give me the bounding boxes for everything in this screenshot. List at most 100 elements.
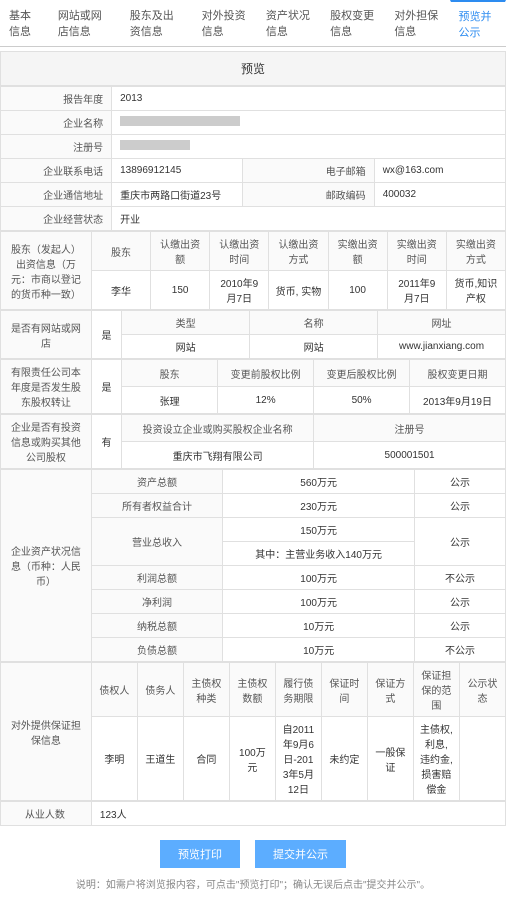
- report-year-value: 2013: [112, 87, 506, 111]
- site-col-1: 名称: [250, 311, 378, 335]
- equity-cell: 2013年9月19日: [410, 387, 506, 414]
- asset-value: 100万元: [223, 566, 415, 590]
- email-value: wx@163.com: [374, 159, 505, 183]
- emp-table: 从业人数123人: [0, 801, 506, 826]
- equity-cell: 张理: [122, 387, 218, 414]
- invest-cell: 货币, 实物: [269, 271, 328, 310]
- invest-col-5: 实缴出资时间: [387, 232, 446, 271]
- site-table: 是否有网站或网店 是 类型 名称 网址 网站 网站 www.jianxiang.…: [0, 310, 506, 359]
- invest-cell: 货币,知识产权: [446, 271, 505, 310]
- outinvest-has: 有: [91, 415, 121, 469]
- invest-col-6: 实缴出资方式: [446, 232, 505, 271]
- zip-label: 邮政编码: [243, 183, 374, 207]
- guarantee-col: 债权人: [91, 663, 137, 717]
- ent-name-label: 企业名称: [1, 111, 112, 135]
- outinvest-header: 企业是否有投资信息或购买其他公司股权: [1, 415, 92, 469]
- site-cell: 网站: [250, 335, 378, 359]
- report-year-label: 报告年度: [1, 87, 112, 111]
- equity-col-0: 股东: [122, 360, 218, 387]
- tab-guarantee[interactable]: 对外担保信息: [385, 0, 449, 46]
- asset-value: 150万元: [223, 518, 415, 542]
- tel-label: 企业联系电话: [1, 159, 112, 183]
- button-row: 预览打印 提交并公示: [0, 826, 506, 876]
- invest-col-0: 股东: [91, 232, 150, 271]
- tab-preview[interactable]: 预览并公示: [450, 0, 506, 46]
- asset-label: 营业总收入: [91, 518, 222, 566]
- asset-value: 10万元: [223, 614, 415, 638]
- invest-cell: 李华: [91, 271, 150, 310]
- asset-label: 所有者权益合计: [91, 494, 222, 518]
- asset-pub: 公示: [415, 614, 506, 638]
- addr-label: 企业通信地址: [1, 183, 112, 207]
- guarantee-cell: 主债权,利息, 违约金,损害赔偿金: [413, 717, 459, 801]
- asset-value: 560万元: [223, 470, 415, 494]
- equity-table: 有限责任公司本年度是否发生股东股权转让 是 股东 变更前股权比例 变更后股权比例…: [0, 359, 506, 414]
- guarantee-col: 主债权种类: [183, 663, 229, 717]
- submit-publish-button[interactable]: 提交并公示: [255, 840, 346, 868]
- outinvest-cell: 重庆市飞翔有限公司: [122, 442, 314, 469]
- invest-cell: 150: [151, 271, 210, 310]
- reg-no-value: [112, 135, 506, 159]
- asset-header: 企业资产状况信息（币种：人民币）: [1, 470, 92, 662]
- guarantee-col: 债务人: [137, 663, 183, 717]
- tab-shareholder[interactable]: 股东及出资信息: [121, 0, 193, 46]
- site-cell: 网站: [122, 335, 250, 359]
- equity-col-1: 变更前股权比例: [218, 360, 314, 387]
- reg-no-label: 注册号: [1, 135, 112, 159]
- invest-col-3: 认缴出资方式: [269, 232, 328, 271]
- invest-header: 股东（发起人）出资信息（万元：市商以登记的货币种一致）: [1, 232, 92, 310]
- guarantee-col: 保证时间: [321, 663, 367, 717]
- tab-website[interactable]: 网站或网店信息: [49, 0, 121, 46]
- guarantee-col: 保证担保的范围: [413, 663, 459, 717]
- equity-col-2: 变更后股权比例: [314, 360, 410, 387]
- asset-label: 负债总额: [91, 638, 222, 662]
- emp-value: 123人: [91, 802, 505, 826]
- zip-value: 400032: [374, 183, 505, 207]
- tab-bar: 基本信息 网站或网店信息 股东及出资信息 对外投资信息 资产状况信息 股权变更信…: [0, 0, 506, 47]
- guarantee-col: 履行债务期限: [275, 663, 321, 717]
- preview-title: 预览: [0, 51, 506, 86]
- guarantee-cell: 李明: [91, 717, 137, 801]
- equity-header: 有限责任公司本年度是否发生股东股权转让: [1, 360, 92, 414]
- asset-label: 资产总额: [91, 470, 222, 494]
- tab-basic[interactable]: 基本信息: [0, 0, 49, 46]
- tab-outinvest[interactable]: 对外投资信息: [193, 0, 257, 46]
- site-has: 是: [91, 311, 121, 359]
- email-label: 电子邮箱: [243, 159, 374, 183]
- guarantee-header: 对外提供保证担保信息: [1, 663, 92, 801]
- guarantee-cell: 一般保证: [367, 717, 413, 801]
- guarantee-cell: 王道生: [137, 717, 183, 801]
- asset-pub: 公示: [415, 518, 506, 566]
- asset-value: 230万元: [223, 494, 415, 518]
- invest-col-1: 认缴出资额: [151, 232, 210, 271]
- invest-col-2: 认缴出资时间: [210, 232, 269, 271]
- asset-pub: 公示: [415, 494, 506, 518]
- site-col-0: 类型: [122, 311, 250, 335]
- guarantee-col: 主债权数额: [229, 663, 275, 717]
- asset-label: 利润总额: [91, 566, 222, 590]
- outinvest-cell: 500001501: [314, 442, 506, 469]
- tab-asset[interactable]: 资产状况信息: [257, 0, 321, 46]
- asset-value: 100万元: [223, 590, 415, 614]
- preview-print-button[interactable]: 预览打印: [160, 840, 240, 868]
- asset-table: 企业资产状况信息（币种：人民币） 资产总额 560万元 公示 所有者权益合计23…: [0, 469, 506, 662]
- outinvest-col-0: 投资设立企业或购买股权企业名称: [122, 415, 314, 442]
- guarantee-col: 保证方式: [367, 663, 413, 717]
- equity-cell: 12%: [218, 387, 314, 414]
- guarantee-table: 对外提供保证担保信息 债权人 债务人 主债权种类 主债权数额 履行债务期限 保证…: [0, 662, 506, 801]
- status-label: 企业经营状态: [1, 207, 112, 231]
- guarantee-cell: 合同: [183, 717, 229, 801]
- tab-equity[interactable]: 股权变更信息: [321, 0, 385, 46]
- basic-info-table: 报告年度2013 企业名称 注册号 企业联系电话13896912145 电子邮箱…: [0, 86, 506, 231]
- invest-cell: 2011年9月7日: [387, 271, 446, 310]
- invest-cell: 2010年9月7日: [210, 271, 269, 310]
- footer-note: 说明：如需户将浏览报内容，可点击"预览打印"；确认无误后点击"提交并公示"。: [0, 876, 506, 899]
- asset-label: 净利润: [91, 590, 222, 614]
- asset-pub: 公示: [415, 590, 506, 614]
- invest-cell: 100: [328, 271, 387, 310]
- asset-label: 纳税总额: [91, 614, 222, 638]
- tel-value: 13896912145: [112, 159, 243, 183]
- outinvest-col-1: 注册号: [314, 415, 506, 442]
- equity-has: 是: [91, 360, 121, 414]
- ent-name-value: [112, 111, 506, 135]
